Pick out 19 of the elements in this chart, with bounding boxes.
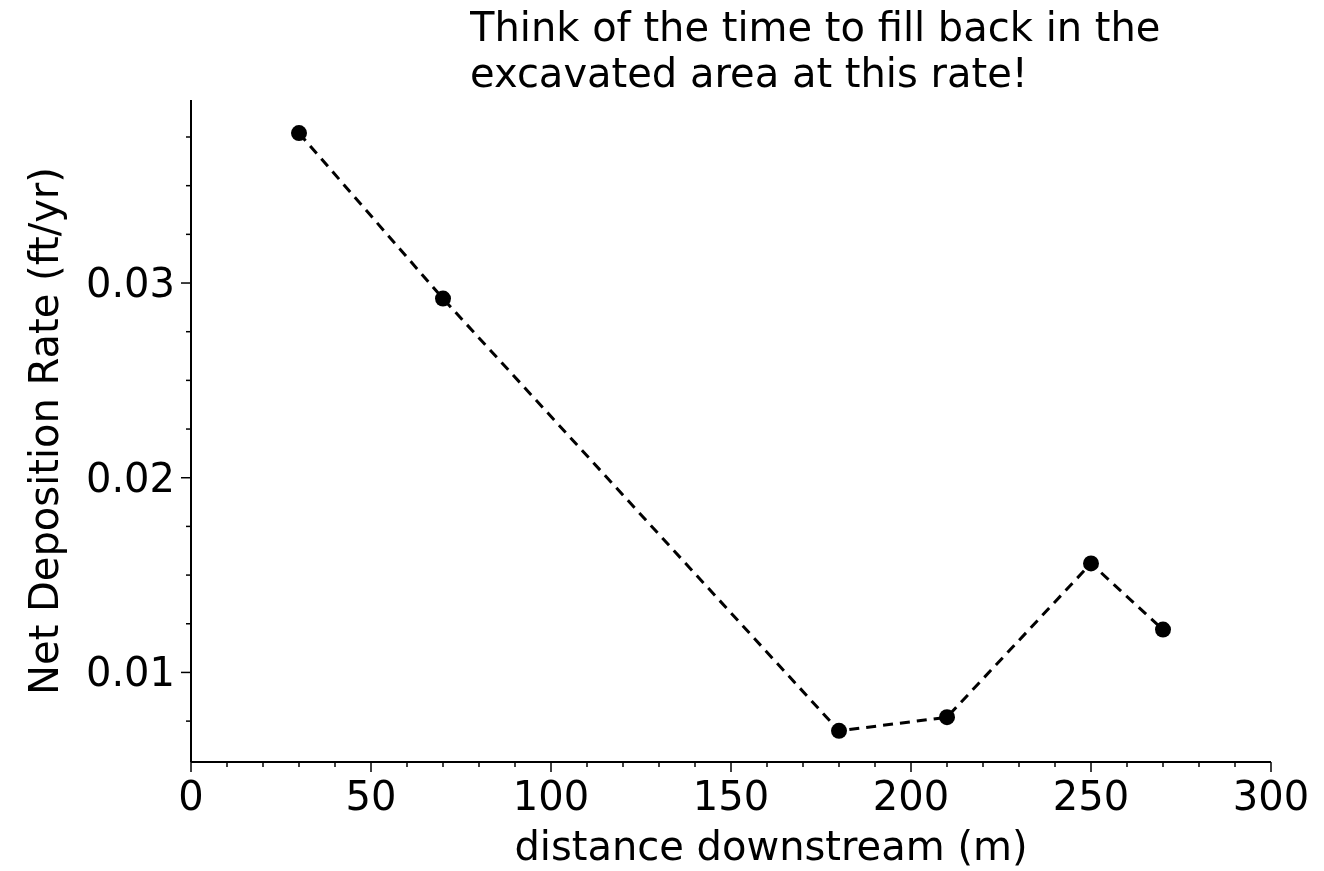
x-axis-title: distance downstream (m)	[514, 823, 1028, 869]
x-tick-label: 150	[692, 773, 770, 819]
point	[435, 290, 451, 307]
x-tick-label: 200	[872, 773, 950, 819]
y-tick-label: 0.02	[85, 454, 175, 501]
x-tick-label: 300	[1232, 773, 1310, 819]
y-axis-title: Net Deposition Rate (ft/yr)	[21, 167, 67, 695]
y-tick-label: 0.03	[85, 260, 175, 307]
x-tick-label: 250	[1052, 773, 1130, 819]
x-tick-label: 0	[178, 773, 204, 819]
x-tick-label: 50	[345, 773, 397, 819]
point	[291, 125, 307, 142]
text: Think of the time to fill back in the excavated area at this rate!	[470, 3, 1162, 96]
y-tick-label: 0.01	[85, 649, 175, 696]
x-tick-label: 100	[512, 773, 590, 819]
point	[1155, 621, 1171, 638]
point	[1083, 555, 1099, 572]
point	[831, 722, 847, 739]
point	[939, 709, 955, 726]
